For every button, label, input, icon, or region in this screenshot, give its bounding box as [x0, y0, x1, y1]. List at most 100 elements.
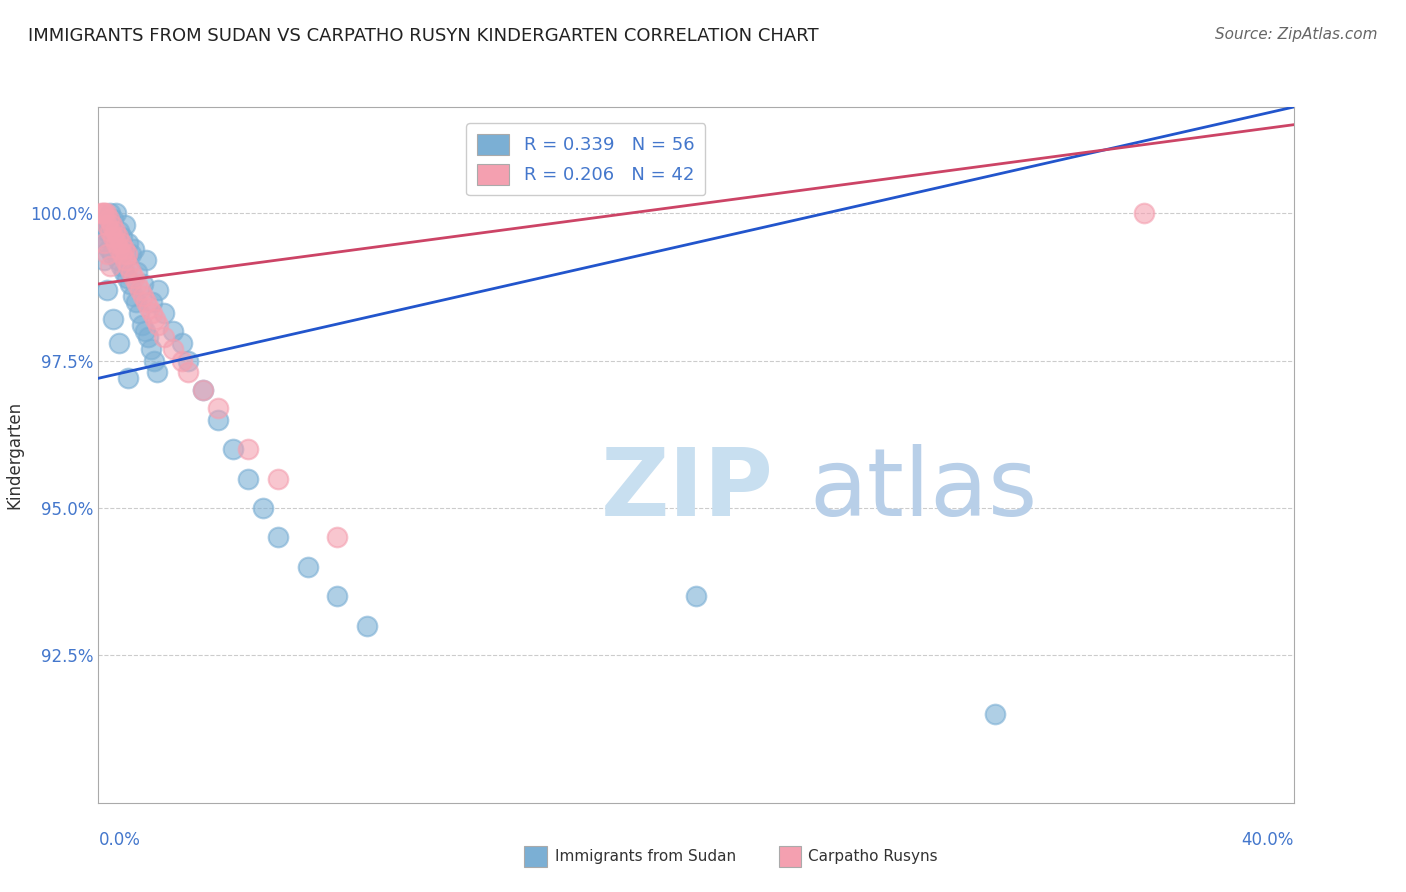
Point — [110, 235, 132, 250]
Point — [236, 471, 259, 485]
Point — [136, 330, 159, 344]
Point — [94, 206, 117, 220]
Text: atlas: atlas — [810, 443, 1038, 536]
Point — [983, 707, 1005, 722]
Point — [96, 247, 118, 261]
Point — [143, 312, 166, 326]
Point — [297, 560, 319, 574]
Point — [103, 229, 125, 244]
Point — [172, 353, 194, 368]
Point — [127, 277, 149, 291]
Point — [142, 353, 165, 368]
Point — [128, 306, 150, 320]
Point — [98, 224, 122, 238]
Point — [101, 247, 124, 261]
Point — [141, 306, 163, 320]
Point — [107, 253, 129, 268]
Point — [124, 242, 146, 256]
Point — [1133, 206, 1156, 220]
Point — [112, 242, 135, 256]
Point — [177, 353, 200, 368]
Point — [96, 218, 118, 232]
Point — [326, 590, 349, 604]
Point — [117, 371, 139, 385]
Point — [127, 265, 149, 279]
Point — [252, 500, 274, 515]
Point — [91, 206, 114, 220]
Point — [114, 253, 136, 268]
Point — [104, 235, 127, 250]
Point — [267, 531, 290, 545]
Point — [108, 242, 131, 256]
Point — [115, 247, 138, 261]
Point — [191, 383, 214, 397]
Point — [93, 206, 115, 220]
Point — [120, 265, 142, 279]
Point — [326, 531, 349, 545]
Point — [117, 235, 139, 250]
Point — [177, 365, 200, 379]
Point — [222, 442, 245, 456]
Point — [356, 619, 378, 633]
Point — [236, 442, 259, 456]
Point — [267, 471, 290, 485]
Point — [129, 283, 152, 297]
Point — [94, 224, 117, 238]
Point — [103, 312, 125, 326]
Point — [91, 229, 114, 244]
Point — [153, 306, 176, 320]
Point — [191, 383, 214, 397]
Text: Source: ZipAtlas.com: Source: ZipAtlas.com — [1215, 27, 1378, 42]
Point — [114, 218, 136, 232]
Text: Carpatho Rusyns: Carpatho Rusyns — [808, 849, 938, 863]
Point — [98, 206, 122, 220]
Point — [118, 277, 141, 291]
Point — [105, 235, 128, 250]
Point — [96, 283, 118, 297]
Point — [138, 301, 160, 315]
Point — [97, 242, 120, 256]
Point — [124, 271, 146, 285]
Point — [207, 412, 229, 426]
Y-axis label: Kindergarten: Kindergarten — [6, 401, 24, 509]
Text: ZIP: ZIP — [600, 443, 773, 536]
Point — [135, 253, 157, 268]
Point — [135, 294, 157, 309]
Point — [93, 253, 115, 268]
Point — [112, 265, 135, 279]
Legend: R = 0.339   N = 56, R = 0.206   N = 42: R = 0.339 N = 56, R = 0.206 N = 42 — [465, 123, 706, 195]
Point — [120, 247, 142, 261]
Point — [96, 218, 118, 232]
Point — [111, 247, 134, 261]
Point — [108, 224, 131, 238]
Point — [134, 324, 156, 338]
Point — [125, 294, 148, 309]
Text: IMMIGRANTS FROM SUDAN VS CARPATHO RUSYN KINDERGARTEN CORRELATION CHART: IMMIGRANTS FROM SUDAN VS CARPATHO RUSYN … — [28, 27, 818, 45]
Text: 0.0%: 0.0% — [98, 830, 141, 848]
Point — [121, 289, 143, 303]
Point — [97, 212, 120, 227]
Point — [153, 330, 176, 344]
Point — [101, 218, 124, 232]
Point — [108, 335, 131, 350]
Point — [110, 259, 132, 273]
Point — [139, 342, 162, 356]
Point — [131, 318, 153, 333]
Point — [98, 259, 122, 273]
Point — [162, 324, 184, 338]
Point — [148, 283, 170, 297]
Point — [207, 401, 229, 415]
Point — [172, 335, 194, 350]
Point — [93, 235, 115, 250]
Point — [90, 218, 112, 232]
Point — [117, 259, 139, 273]
Point — [107, 229, 129, 244]
Point — [145, 365, 167, 379]
Point — [162, 342, 184, 356]
Text: 40.0%: 40.0% — [1241, 830, 1294, 848]
Point — [103, 212, 125, 227]
Point — [685, 590, 707, 604]
Point — [115, 271, 138, 285]
Point — [105, 206, 128, 220]
Point — [93, 235, 115, 250]
